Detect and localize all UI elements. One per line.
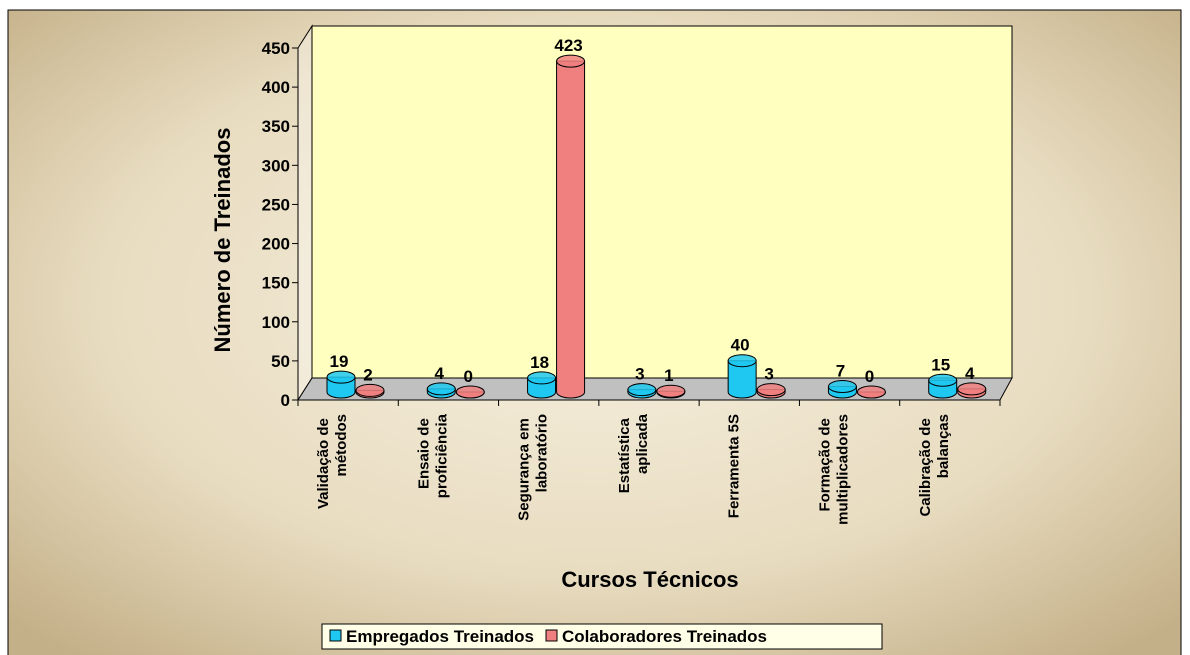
cylinder xyxy=(556,60,586,399)
y-tick-label: 0 xyxy=(281,391,290,410)
y-tick-label: 450 xyxy=(262,39,290,58)
y-axis-title: Número de Treinados xyxy=(210,128,235,353)
x-axis-title: Cursos Técnicos xyxy=(561,567,738,592)
x-tick-label: Validação de métodos xyxy=(315,414,350,509)
x-tick-label: Estatística aplicada xyxy=(616,413,651,493)
value-label: 3 xyxy=(764,365,773,384)
cylinder-top xyxy=(827,380,857,394)
cylinder-top xyxy=(326,370,356,384)
cylinder-top xyxy=(928,373,958,387)
value-label: 0 xyxy=(865,367,874,386)
cylinder-top xyxy=(527,371,557,385)
y-tick-label: 200 xyxy=(262,235,290,254)
value-label: 19 xyxy=(330,352,349,371)
cylinder xyxy=(727,360,757,399)
cylinder-top xyxy=(556,54,586,68)
legend xyxy=(321,623,883,650)
y-tick-label: 350 xyxy=(262,117,290,136)
cylinder-top xyxy=(426,382,456,396)
value-label: 3 xyxy=(635,365,644,384)
legend-label: Colaboradores Treinados xyxy=(562,627,767,646)
x-tick-label: Segurança em laboratório xyxy=(516,414,551,521)
value-label: 40 xyxy=(731,336,750,355)
y-tick-label: 100 xyxy=(262,313,290,332)
value-label: 18 xyxy=(530,353,549,372)
x-tick-label: Ferramenta 5S xyxy=(725,414,742,518)
side-wall xyxy=(297,24,313,402)
value-label: 0 xyxy=(464,367,473,386)
x-tick-label: Formação de multiplicadores xyxy=(817,414,852,525)
value-label: 4 xyxy=(965,364,975,383)
legend-swatch xyxy=(545,629,558,642)
cylinder-top xyxy=(756,383,786,397)
back-wall xyxy=(311,25,1013,379)
x-tick-label: Calibração de balanças xyxy=(917,414,952,517)
cylinder-top xyxy=(727,354,757,368)
value-label: 423 xyxy=(554,36,582,55)
cylinder-top xyxy=(355,383,385,397)
y-tick-label: 300 xyxy=(262,156,290,175)
cylinder-top xyxy=(957,382,987,396)
value-label: 4 xyxy=(435,364,445,383)
y-tick-label: 400 xyxy=(262,78,290,97)
cylinder-top xyxy=(455,385,485,399)
value-label: 2 xyxy=(363,365,372,384)
cylinder-top xyxy=(627,383,657,397)
value-label: 1 xyxy=(664,366,673,385)
y-tick-label: 150 xyxy=(262,274,290,293)
x-tick-label: Ensaio de proficiência xyxy=(415,413,450,498)
value-label: 15 xyxy=(931,355,950,374)
cylinder-top xyxy=(656,384,686,398)
y-tick-label: 50 xyxy=(271,352,290,371)
legend-label: Empregados Treinados xyxy=(346,627,534,646)
y-tick-label: 250 xyxy=(262,195,290,214)
value-label: 7 xyxy=(836,362,845,381)
legend-swatch xyxy=(329,629,342,642)
cylinder-top xyxy=(856,385,886,399)
